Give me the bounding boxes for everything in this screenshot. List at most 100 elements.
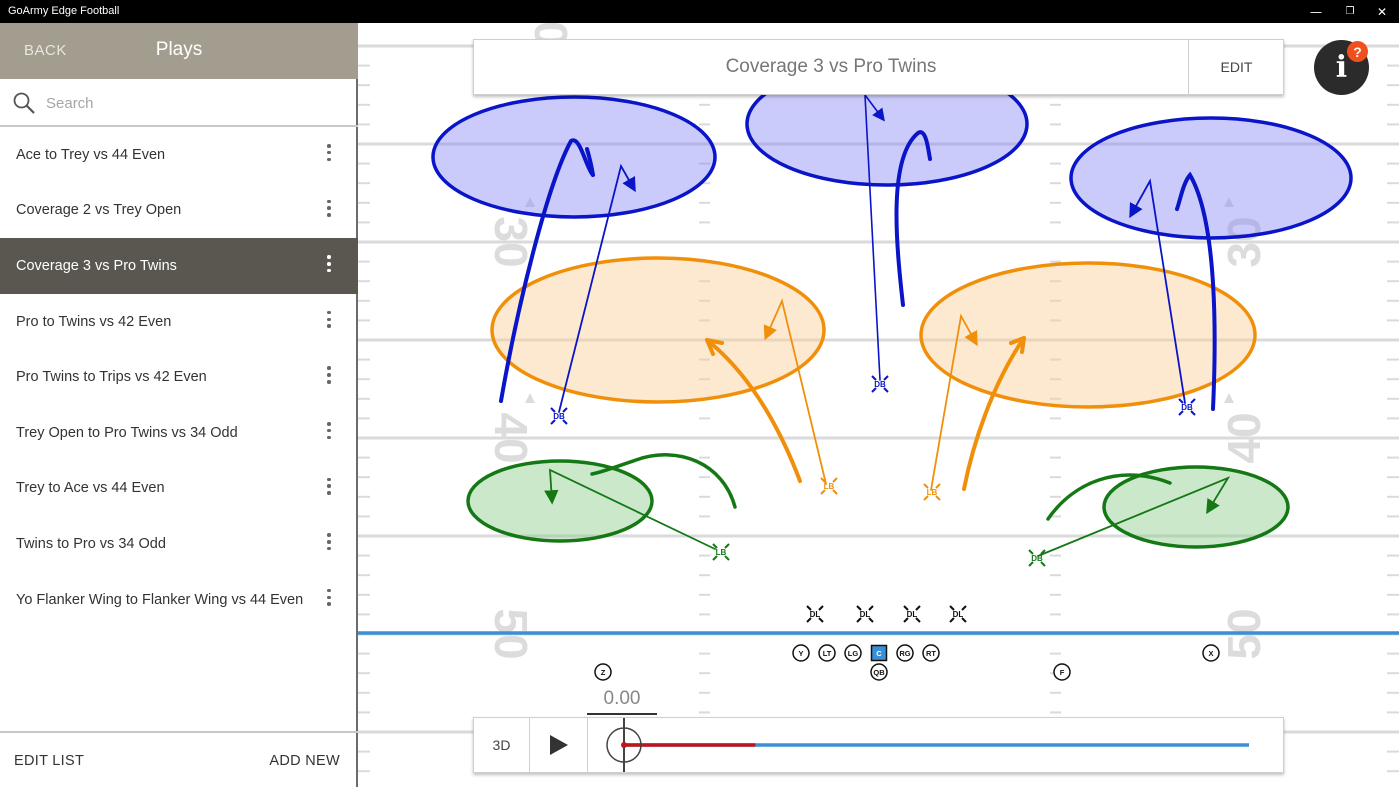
edit-play-button[interactable]: EDIT	[1188, 40, 1284, 94]
play-header: Coverage 3 vs Pro Twins EDIT	[473, 39, 1284, 95]
svg-text:DB: DB	[1031, 554, 1043, 563]
view-3d-button[interactable]: 3D	[474, 718, 530, 772]
svg-text:Y: Y	[798, 649, 803, 658]
plays-sidebar: Plays BACK Ace to Trey vs 44 Even Covera…	[0, 23, 358, 787]
svg-text:LG: LG	[848, 649, 859, 658]
more-options-icon[interactable]	[326, 477, 332, 500]
flat-routes	[544, 453, 1231, 557]
more-options-icon[interactable]	[326, 588, 332, 611]
defender-dl-4[interactable]: DL	[949, 605, 967, 623]
svg-text:DL: DL	[907, 610, 918, 619]
svg-text:QB: QB	[873, 668, 885, 677]
offense-lt[interactable]: LT	[818, 644, 836, 662]
flat-zone-right	[1102, 465, 1290, 549]
more-options-icon[interactable]	[326, 366, 332, 388]
play-button[interactable]	[530, 718, 588, 772]
play-list-item[interactable]: Trey to Ace vs 44 Even	[0, 461, 358, 517]
svg-text:DL: DL	[810, 610, 821, 619]
hook-routes	[705, 298, 1026, 491]
more-options-icon[interactable]	[326, 533, 332, 555]
offense-lg[interactable]: LG	[844, 644, 862, 662]
yard-number-right-30: 30	[1218, 216, 1270, 267]
offense-c[interactable]: C	[870, 644, 888, 662]
play-list-item[interactable]: Yo Flanker Wing to Flanker Wing vs 44 Ev…	[0, 572, 358, 628]
search-input[interactable]	[46, 91, 336, 115]
svg-text:RT: RT	[926, 649, 936, 658]
svg-text:X: X	[1208, 649, 1213, 658]
time-readout: 0.00	[603, 688, 641, 709]
add-new-button[interactable]: ADD NEW	[269, 753, 340, 769]
play-list-item-label: Trey Open to Pro Twins vs 34 Odd	[16, 424, 238, 441]
defender-db-right[interactable]: DB	[1178, 398, 1196, 416]
svg-text:C: C	[876, 649, 882, 658]
offense-qb[interactable]: QB	[870, 663, 888, 681]
play-list-item-label: Ace to Trey vs 44 Even	[16, 146, 166, 163]
offense-f[interactable]: F	[1053, 663, 1071, 681]
defender-dl-2[interactable]: DL	[856, 605, 874, 623]
window-title: GoArmy Edge Football	[8, 5, 120, 17]
svg-text:Z: Z	[601, 668, 606, 677]
offense-y[interactable]: Y	[792, 644, 810, 662]
deep-zone-right	[1069, 116, 1353, 240]
more-options-icon[interactable]	[326, 144, 332, 166]
minimize-button[interactable]: —	[1310, 4, 1322, 19]
help-badge-icon[interactable]: ?	[1347, 41, 1368, 62]
more-options-icon[interactable]	[326, 255, 332, 277]
sidebar-title: Plays	[155, 39, 203, 60]
play-list-item[interactable]: Trey Open to Pro Twins vs 34 Odd	[0, 405, 358, 461]
defender-dl-1[interactable]: DL	[806, 605, 824, 623]
playback-bar: 3D	[473, 717, 1284, 773]
play-list-item[interactable]: Twins to Pro vs 34 Odd	[0, 516, 358, 572]
svg-text:DB: DB	[874, 380, 886, 389]
offense-rg[interactable]: RG	[896, 644, 914, 662]
more-options-icon[interactable]	[326, 421, 332, 444]
play-list-item-label: Pro Twins to Trips vs 42 Even	[16, 369, 207, 386]
restore-button[interactable]: ❐	[1345, 6, 1355, 17]
svg-text:LT: LT	[823, 649, 832, 658]
play-list-item[interactable]: Coverage 2 vs Trey Open	[0, 183, 358, 239]
play-list-item-label: Pro to Twins vs 42 Even	[16, 313, 172, 330]
edit-list-button[interactable]: EDIT LIST	[14, 753, 85, 769]
play-list: Ace to Trey vs 44 Even Coverage 2 vs Tre…	[0, 127, 358, 627]
sidebar-header: Plays BACK	[0, 23, 358, 79]
play-list-item[interactable]: Pro Twins to Trips vs 42 Even	[0, 349, 358, 405]
back-button[interactable]: BACK	[24, 42, 67, 59]
time-readout-underline	[587, 713, 657, 715]
defender-dl-3[interactable]: DL	[903, 605, 921, 623]
play-list-item-label: Coverage 2 vs Trey Open	[16, 202, 182, 219]
play-list-item[interactable]: Ace to Trey vs 44 Even	[0, 127, 358, 183]
offense-rt[interactable]: RT	[922, 644, 940, 662]
defender-db-left[interactable]: DB	[550, 407, 568, 425]
play-list-item-label: Twins to Pro vs 34 Odd	[16, 535, 166, 552]
offense-z[interactable]: Z	[594, 663, 612, 681]
search-bar	[0, 79, 358, 127]
defender-db-corner-right[interactable]: DB	[1028, 549, 1046, 567]
svg-text:DB: DB	[553, 412, 565, 421]
sidebar-footer: EDIT LIST ADD NEW	[0, 731, 358, 787]
defender-db-middle[interactable]: DB	[871, 375, 889, 393]
svg-text:LB: LB	[927, 488, 938, 497]
play-icon	[550, 735, 568, 755]
yard-number-left-40: 40	[485, 412, 537, 463]
more-options-icon[interactable]	[326, 199, 332, 222]
svg-text:RG: RG	[899, 649, 910, 658]
play-list-item[interactable]: Pro to Twins vs 42 Even	[0, 294, 358, 350]
svg-text:DL: DL	[953, 610, 964, 619]
timeline-scrubber[interactable]	[588, 718, 1278, 772]
play-list-item-label: Yo Flanker Wing to Flanker Wing vs 44 Ev…	[16, 591, 304, 608]
svg-text:DB: DB	[1181, 403, 1193, 412]
svg-text:DL: DL	[860, 610, 871, 619]
defender-lb-left-outside[interactable]: LB	[712, 543, 730, 561]
close-button[interactable]: ✕	[1376, 4, 1388, 19]
play-field[interactable]: 20 30 40 50 30 40 50	[358, 23, 1399, 787]
defender-lb-right-inside[interactable]: LB	[923, 483, 941, 501]
deep-routes	[499, 92, 1217, 413]
search-icon	[13, 92, 35, 114]
more-options-icon[interactable]	[326, 310, 332, 333]
play-list-item-label: Trey to Ace vs 44 Even	[16, 480, 165, 497]
svg-text:LB: LB	[824, 482, 835, 491]
defender-lb-left-inside[interactable]: LB	[820, 477, 838, 495]
field-canvas[interactable]: 20 30 40 50 30 40 50	[358, 23, 1399, 787]
play-list-item-selected[interactable]: Coverage 3 vs Pro Twins	[0, 238, 358, 294]
offense-x[interactable]: X	[1202, 644, 1220, 662]
